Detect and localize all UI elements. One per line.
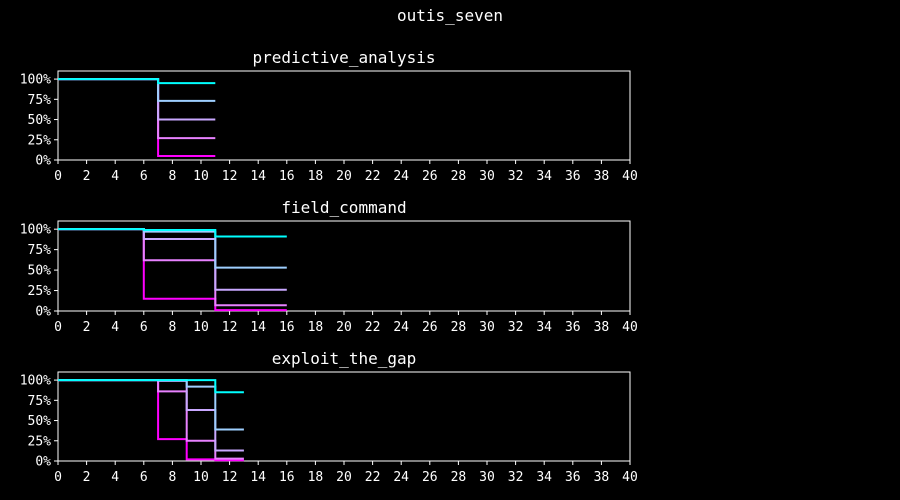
x-tick-label: 26 [422,470,438,485]
x-tick-label: 4 [111,470,119,485]
series-line-1 [58,78,216,157]
x-tick-label: 12 [222,470,238,485]
y-tick-label: 0% [35,305,51,320]
y-tick-label: 50% [28,414,52,429]
x-tick-label: 32 [508,169,524,184]
x-tick-label: 34 [536,470,552,485]
x-tick-label: 38 [594,169,610,184]
x-tick-label: 10 [193,320,209,335]
x-tick-label: 18 [308,320,324,335]
subplot-title: exploit_the_gap [272,349,417,368]
x-tick-label: 0 [54,320,62,335]
x-tick-label: 26 [422,169,438,184]
y-tick-label: 25% [28,434,52,449]
x-tick-label: 32 [508,470,524,485]
series-line-4 [58,228,287,269]
x-tick-label: 6 [140,470,148,485]
y-tick-label: 75% [28,243,52,258]
x-tick-label: 0 [54,169,62,184]
x-tick-label: 0 [54,470,62,485]
y-tick-label: 25% [28,133,52,148]
series-line-5 [58,78,216,85]
x-tick-label: 36 [565,169,581,184]
x-tick-label: 32 [508,320,524,335]
x-tick-label: 4 [111,169,119,184]
y-tick-label: 75% [28,394,52,409]
y-tick-label: 75% [28,93,52,108]
x-tick-label: 38 [594,470,610,485]
x-tick-label: 40 [622,169,638,184]
x-tick-label: 2 [83,169,91,184]
x-tick-label: 36 [565,320,581,335]
x-tick-label: 34 [536,320,552,335]
axes-frame [57,371,631,462]
y-tick-label: 100% [20,374,51,389]
y-tick-label: 0% [35,455,51,470]
x-tick-label: 6 [140,320,148,335]
x-tick-label: 12 [222,169,238,184]
x-tick-label: 20 [336,169,352,184]
series-line-5 [58,379,244,394]
x-tick-label: 36 [565,470,581,485]
series-line-2 [58,78,216,140]
x-tick-label: 28 [451,470,467,485]
x-tick-label: 2 [83,470,91,485]
x-tick-label: 8 [168,169,176,184]
series-line-3 [58,78,216,121]
x-tick-label: 34 [536,169,552,184]
x-tick-label: 6 [140,169,148,184]
x-tick-label: 18 [308,169,324,184]
x-tick-label: 30 [479,320,495,335]
y-tick-label: 50% [28,113,52,128]
x-tick-label: 14 [250,470,266,485]
subplot-title: predictive_analysis [252,48,435,67]
x-tick-label: 16 [279,320,295,335]
x-tick-label: 20 [336,470,352,485]
x-tick-label: 18 [308,470,324,485]
x-tick-label: 22 [365,320,381,335]
x-tick-label: 16 [279,470,295,485]
axes-frame [57,70,631,161]
series-line-1 [58,228,287,312]
x-tick-label: 28 [451,169,467,184]
x-tick-label: 24 [393,169,409,184]
x-tick-label: 14 [250,320,266,335]
x-tick-label: 22 [365,470,381,485]
figure-title: outis_seven [397,6,503,25]
y-tick-label: 0% [35,154,51,169]
y-tick-label: 100% [20,73,51,88]
x-tick-label: 8 [168,320,176,335]
x-tick-label: 10 [193,470,209,485]
x-tick-label: 22 [365,169,381,184]
x-tick-label: 24 [393,320,409,335]
x-tick-label: 2 [83,320,91,335]
subplot-title: field_command [281,198,406,217]
x-tick-label: 10 [193,169,209,184]
x-tick-label: 8 [168,470,176,485]
x-tick-label: 30 [479,470,495,485]
y-tick-label: 50% [28,264,52,279]
y-tick-label: 25% [28,284,52,299]
x-tick-label: 40 [622,470,638,485]
x-tick-label: 4 [111,320,119,335]
x-tick-label: 16 [279,169,295,184]
series-line-2 [58,379,244,460]
x-tick-label: 24 [393,470,409,485]
x-tick-label: 30 [479,169,495,184]
x-tick-label: 26 [422,320,438,335]
x-tick-label: 38 [594,320,610,335]
series-line-5 [58,228,287,238]
x-tick-label: 20 [336,320,352,335]
x-tick-label: 40 [622,320,638,335]
y-tick-label: 100% [20,223,51,238]
x-tick-label: 14 [250,169,266,184]
x-tick-label: 28 [451,320,467,335]
x-tick-label: 12 [222,320,238,335]
